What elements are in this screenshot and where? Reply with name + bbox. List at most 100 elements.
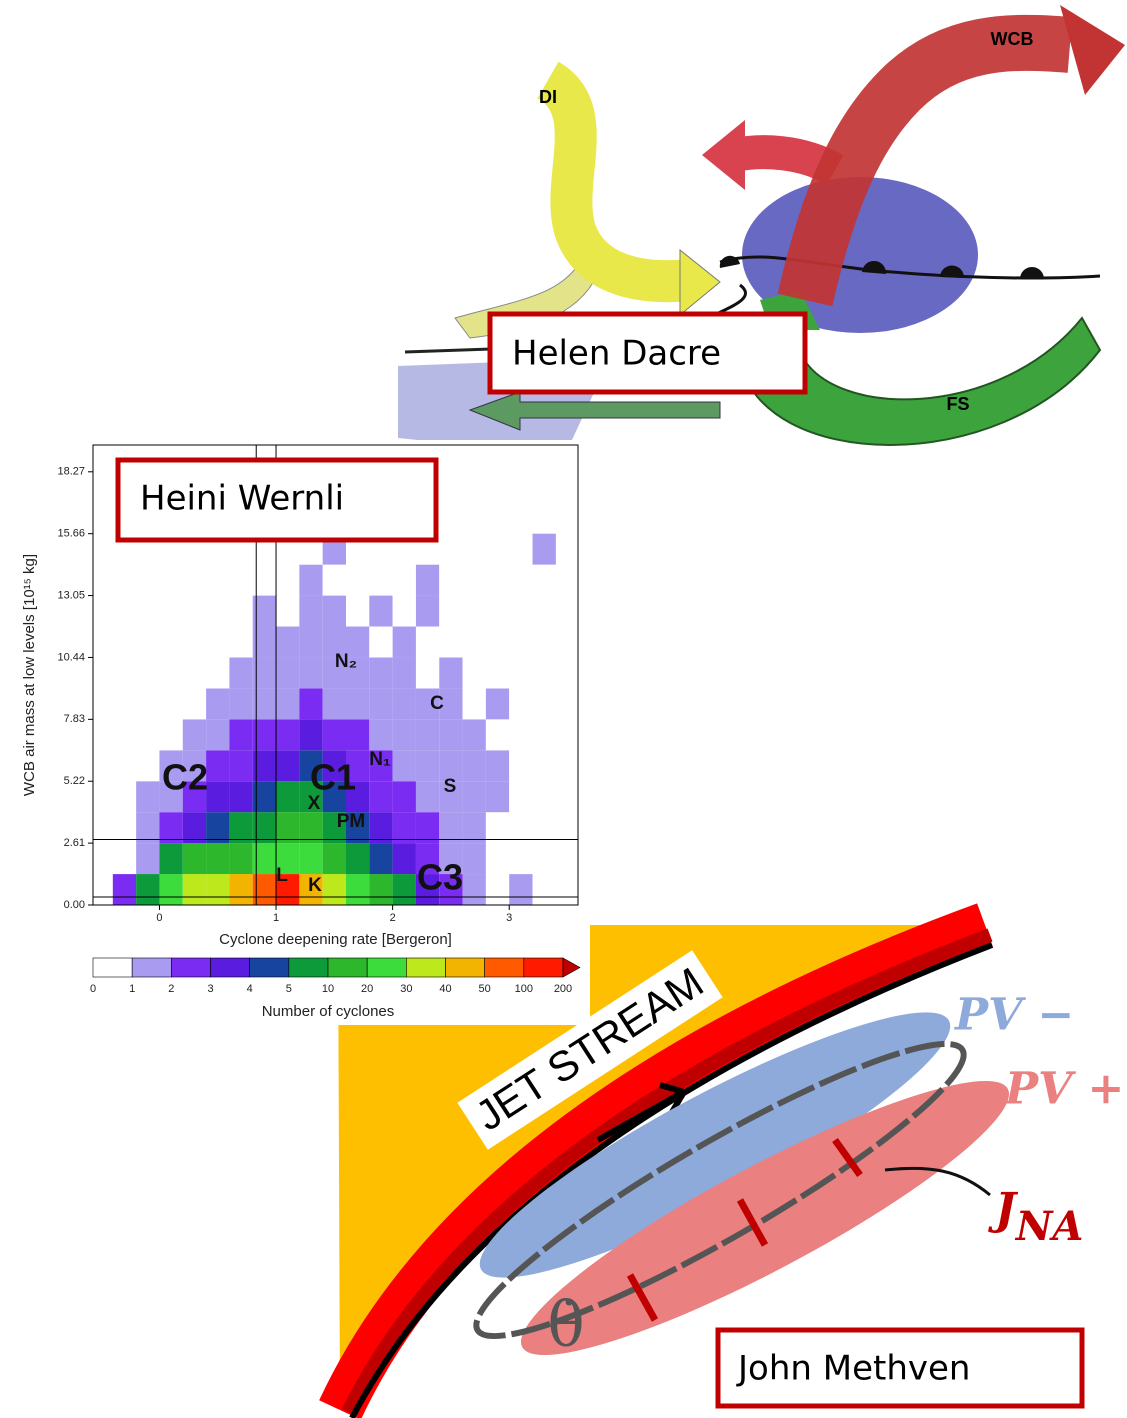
cell [206,874,229,905]
cell [369,657,392,688]
cell [509,657,532,688]
cell [369,596,392,627]
cell [369,688,392,719]
cell [393,657,416,688]
cell [416,812,439,843]
cell [486,657,509,688]
cell [229,565,252,596]
cell [229,750,252,781]
cell [159,596,182,627]
cell [136,812,159,843]
cell [323,596,346,627]
cell [229,812,252,843]
cell [439,627,462,658]
cell [463,874,486,905]
cell [509,750,532,781]
cell [346,596,369,627]
cell [463,781,486,812]
collage: WCB DI FS JET STREAM PV − PV + JNA θ̇ 01… [0,0,1127,1418]
colorbar-swatch [406,958,445,977]
cell [276,657,299,688]
di-arrowhead [680,250,720,315]
colorbar-tick-label: 40 [439,983,451,995]
cell [486,565,509,596]
cell [486,688,509,719]
cell [509,874,532,905]
name-label: Heini Wernli [140,479,344,519]
cell [533,874,556,905]
name-label: John Methven [736,1349,970,1389]
cell [369,627,392,658]
cell [159,657,182,688]
cell [463,565,486,596]
cell [206,781,229,812]
cell [486,781,509,812]
cell [113,719,136,750]
cell [393,843,416,874]
cell [206,719,229,750]
annotation: L [276,865,288,886]
cell [229,627,252,658]
cell [113,781,136,812]
red-arrowhead [702,120,745,190]
cell [393,781,416,812]
colorbar-tick-label: 200 [554,983,572,995]
cell [183,874,206,905]
cell [509,534,532,565]
pv-minus-label: PV − [953,990,1074,1041]
cell [439,534,462,565]
y-tick-label: 7.83 [64,713,85,725]
cell [229,657,252,688]
cell [369,843,392,874]
colorbar-swatch [211,958,250,977]
cell [159,627,182,658]
cell [393,688,416,719]
cell [229,596,252,627]
cell [159,874,182,905]
cell [393,750,416,781]
pv-plus-label: PV + [1003,1064,1124,1115]
cell [299,688,322,719]
cell [136,874,159,905]
colorbar-tick-label: 3 [207,983,213,995]
cell [439,657,462,688]
y-tick-label: 10.44 [57,651,85,663]
cell [276,812,299,843]
cell [393,874,416,905]
cell [369,719,392,750]
cell [159,812,182,843]
theta-dot: θ̇ [547,1288,584,1361]
colorbar-tick-label: 50 [479,983,491,995]
wcb-arrowhead [1060,5,1125,95]
colorbar-swatch [446,958,485,977]
annotation: PM [337,811,366,832]
cell [509,596,532,627]
cell [346,874,369,905]
colorbar-tick-label: 20 [361,983,373,995]
cell [113,874,136,905]
colorbar-swatch [171,958,210,977]
cell [299,657,322,688]
cell [299,596,322,627]
y-tick-label: 2.61 [64,837,85,849]
cell [136,719,159,750]
colorbar-tick-label: 5 [286,983,292,995]
annotation: S [444,776,457,797]
cell [533,750,556,781]
cell [276,596,299,627]
cell [533,534,556,565]
cell [509,688,532,719]
annotation: N₂ [335,651,357,672]
cell [159,565,182,596]
cell [159,688,182,719]
cell [229,874,252,905]
cell [113,565,136,596]
cell [113,627,136,658]
cell [393,565,416,596]
colorbar-tick-label: 0 [90,983,96,995]
cell [229,688,252,719]
cell [463,843,486,874]
cell [463,812,486,843]
cell [183,812,206,843]
cell [486,874,509,905]
